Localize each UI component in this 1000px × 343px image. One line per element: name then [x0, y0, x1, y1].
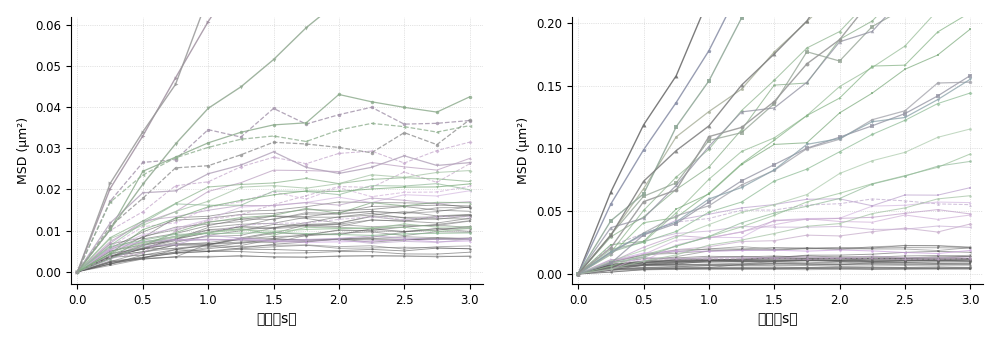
Y-axis label: MSD (μm²): MSD (μm²): [517, 117, 530, 184]
Y-axis label: MSD (μm²): MSD (μm²): [17, 117, 30, 184]
X-axis label: 时间（s）: 时间（s）: [256, 312, 297, 326]
X-axis label: 时间（s）: 时间（s）: [757, 312, 798, 326]
